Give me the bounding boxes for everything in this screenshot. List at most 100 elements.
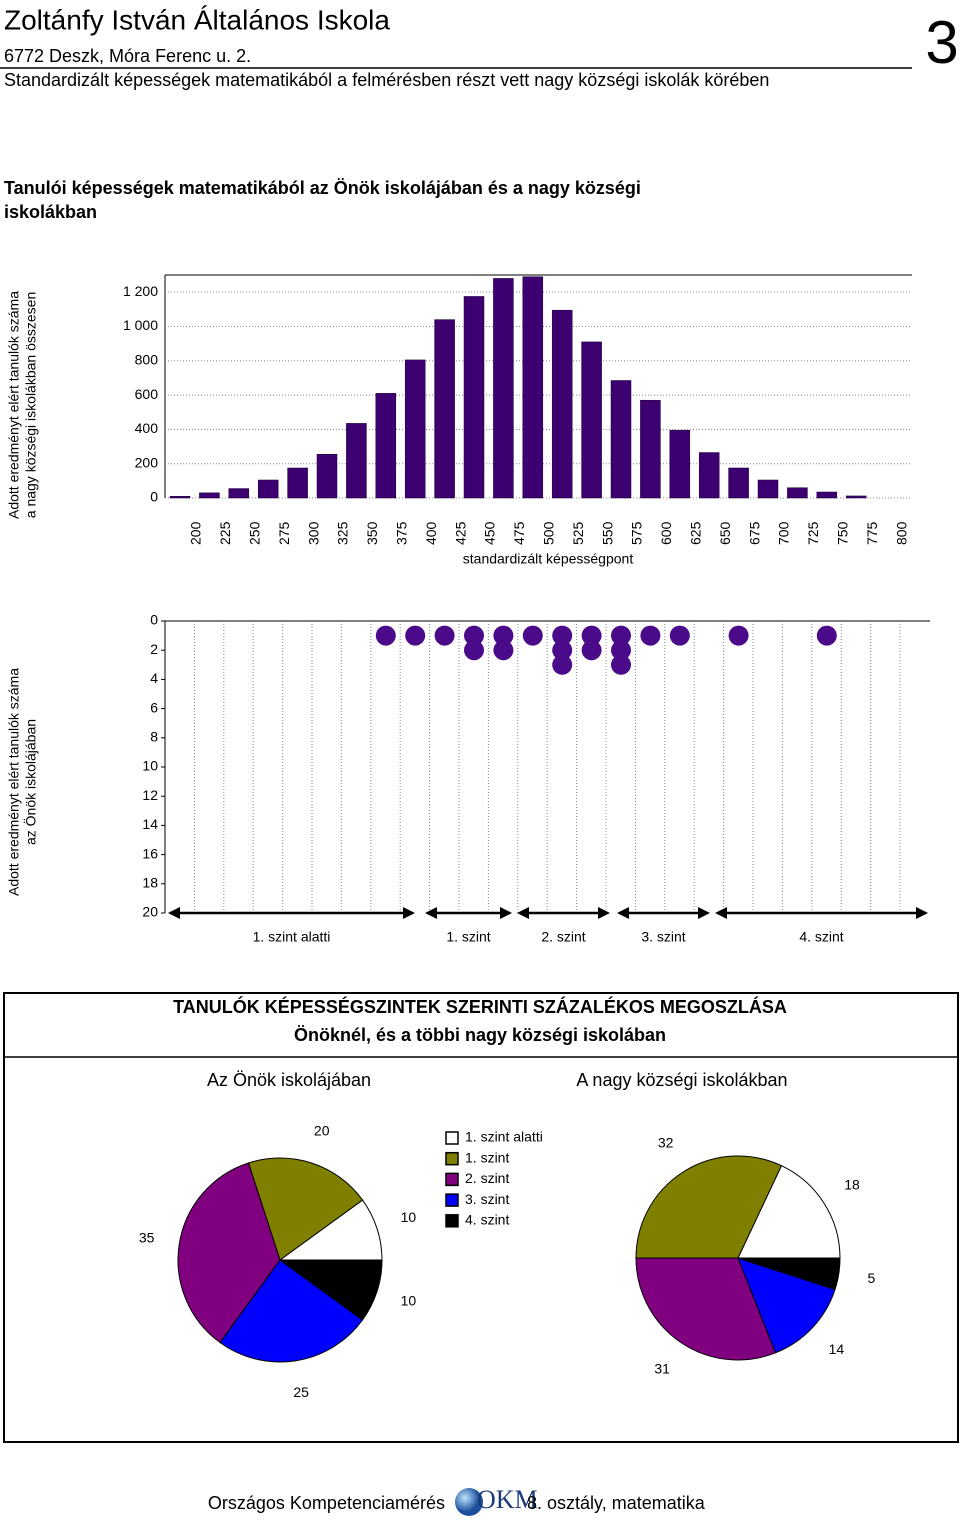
bar bbox=[816, 491, 838, 499]
x-axis-label: standardizált képességpont bbox=[463, 551, 634, 567]
level-label: 3. szint bbox=[641, 929, 685, 945]
pie-slice bbox=[635, 1257, 777, 1361]
bar bbox=[610, 380, 632, 499]
y-tick-label: 0 bbox=[150, 489, 158, 505]
bar bbox=[434, 319, 455, 499]
school-title: Zoltánfy István Általános Iskola bbox=[4, 4, 390, 35]
x-tick-label: 350 bbox=[364, 521, 380, 545]
subtitle: Standardizált képességek matematikából a… bbox=[4, 70, 769, 90]
pie-slice bbox=[737, 1257, 841, 1291]
dot bbox=[464, 625, 484, 646]
pie-box bbox=[3, 992, 959, 1443]
slice-label: 10 bbox=[401, 1292, 417, 1308]
dot bbox=[552, 654, 573, 675]
y-tick-label: 10 bbox=[142, 758, 158, 774]
legend-swatch bbox=[445, 1214, 459, 1228]
pie-title: Az Önök iskolájában bbox=[207, 1070, 371, 1090]
dot bbox=[375, 625, 396, 646]
y-tick-label: 16 bbox=[142, 845, 158, 861]
x-tick-label: 800 bbox=[893, 521, 909, 545]
y-tick-label: 18 bbox=[142, 875, 158, 891]
x-tick-label: 775 bbox=[864, 521, 880, 545]
legend-label: 1. szint alatti bbox=[465, 1129, 543, 1145]
bar bbox=[463, 296, 485, 499]
level-label: 4. szint bbox=[799, 929, 843, 945]
bar bbox=[169, 496, 191, 499]
y-tick-label: 6 bbox=[150, 699, 158, 715]
pie-slice bbox=[219, 1259, 364, 1363]
bar bbox=[551, 309, 573, 499]
y-tick-label: 0 bbox=[150, 612, 158, 628]
pie-section-title: TANULÓK KÉPESSÉGSZINTEK SZERINTI SZÁZALÉ… bbox=[173, 996, 787, 1017]
slice-label: 18 bbox=[844, 1176, 860, 1192]
pie-slice bbox=[247, 1157, 364, 1261]
x-tick-label: 650 bbox=[717, 521, 733, 545]
bar bbox=[757, 479, 779, 499]
address: 6772 Deszk, Móra Ferenc u. 2. bbox=[4, 46, 251, 66]
y-tick-label: 14 bbox=[142, 816, 158, 832]
legend-label: 3. szint bbox=[465, 1191, 509, 1207]
x-tick-label: 750 bbox=[835, 521, 851, 545]
dot bbox=[611, 625, 631, 646]
y-tick-label: 1 000 bbox=[123, 317, 158, 333]
dot bbox=[669, 625, 690, 646]
logo-globe bbox=[455, 1488, 483, 1516]
x-tick-label: 675 bbox=[746, 521, 762, 545]
x-tick-label: 500 bbox=[541, 521, 557, 545]
footer-left: Országos Kompetenciamérés bbox=[208, 1493, 445, 1513]
bar bbox=[581, 341, 602, 499]
dot bbox=[493, 640, 514, 661]
slice-label: 31 bbox=[654, 1360, 670, 1376]
pie-slice bbox=[278, 1259, 383, 1321]
pie-section-subtitle: Önöknél, és a többi nagy községi iskoláb… bbox=[294, 1025, 666, 1045]
dot bbox=[611, 654, 631, 675]
y-tick-label: 800 bbox=[135, 351, 159, 367]
y-tick-label: 4 bbox=[150, 670, 158, 686]
bar bbox=[199, 492, 220, 499]
level-label: 1. szint bbox=[446, 929, 490, 945]
y-axis-label: az Önök iskolájában bbox=[22, 719, 39, 845]
bar bbox=[287, 467, 308, 499]
legend-swatch bbox=[445, 1193, 459, 1207]
dot bbox=[552, 640, 573, 661]
x-tick-label: 425 bbox=[452, 521, 468, 545]
y-tick-label: 20 bbox=[142, 904, 158, 920]
pie-slice bbox=[737, 1165, 841, 1259]
legend-swatch bbox=[445, 1172, 459, 1187]
legend-swatch bbox=[445, 1131, 459, 1145]
bar bbox=[522, 276, 544, 499]
pie-title: A nagy községi iskolákban bbox=[576, 1070, 787, 1090]
slice-label: 25 bbox=[293, 1384, 309, 1400]
y-tick-label: 2 bbox=[150, 641, 158, 657]
x-tick-label: 625 bbox=[688, 521, 704, 545]
bar bbox=[346, 423, 367, 499]
y-tick-label: 8 bbox=[150, 729, 158, 745]
x-tick-label: 225 bbox=[217, 521, 233, 545]
slice-label: 5 bbox=[867, 1270, 875, 1286]
x-tick-label: 525 bbox=[570, 521, 586, 545]
y-axis-label: Adott eredményt elért tanulók száma bbox=[6, 668, 22, 896]
x-tick-label: 300 bbox=[305, 521, 321, 545]
bar bbox=[493, 278, 514, 499]
y-axis-label: a nagy községi iskolákban összesen bbox=[23, 292, 39, 518]
y-tick-label: 600 bbox=[135, 386, 159, 402]
x-tick-label: 550 bbox=[599, 521, 615, 545]
bar bbox=[640, 399, 661, 499]
x-tick-label: 700 bbox=[776, 521, 792, 545]
y-tick-label: 12 bbox=[142, 787, 158, 803]
y-tick-label: 400 bbox=[135, 420, 159, 436]
dot bbox=[581, 640, 602, 661]
dot bbox=[434, 625, 455, 646]
dot bbox=[493, 625, 514, 646]
x-tick-label: 600 bbox=[658, 521, 674, 545]
slice-label: 32 bbox=[658, 1135, 674, 1151]
section-title: Tanulói képességek matematikából az Önök… bbox=[4, 178, 641, 222]
bar bbox=[228, 488, 250, 499]
bar bbox=[316, 454, 338, 499]
bar bbox=[728, 467, 749, 499]
x-tick-label: 575 bbox=[629, 521, 645, 545]
slice-label: 10 bbox=[401, 1209, 417, 1225]
dot bbox=[728, 625, 749, 646]
